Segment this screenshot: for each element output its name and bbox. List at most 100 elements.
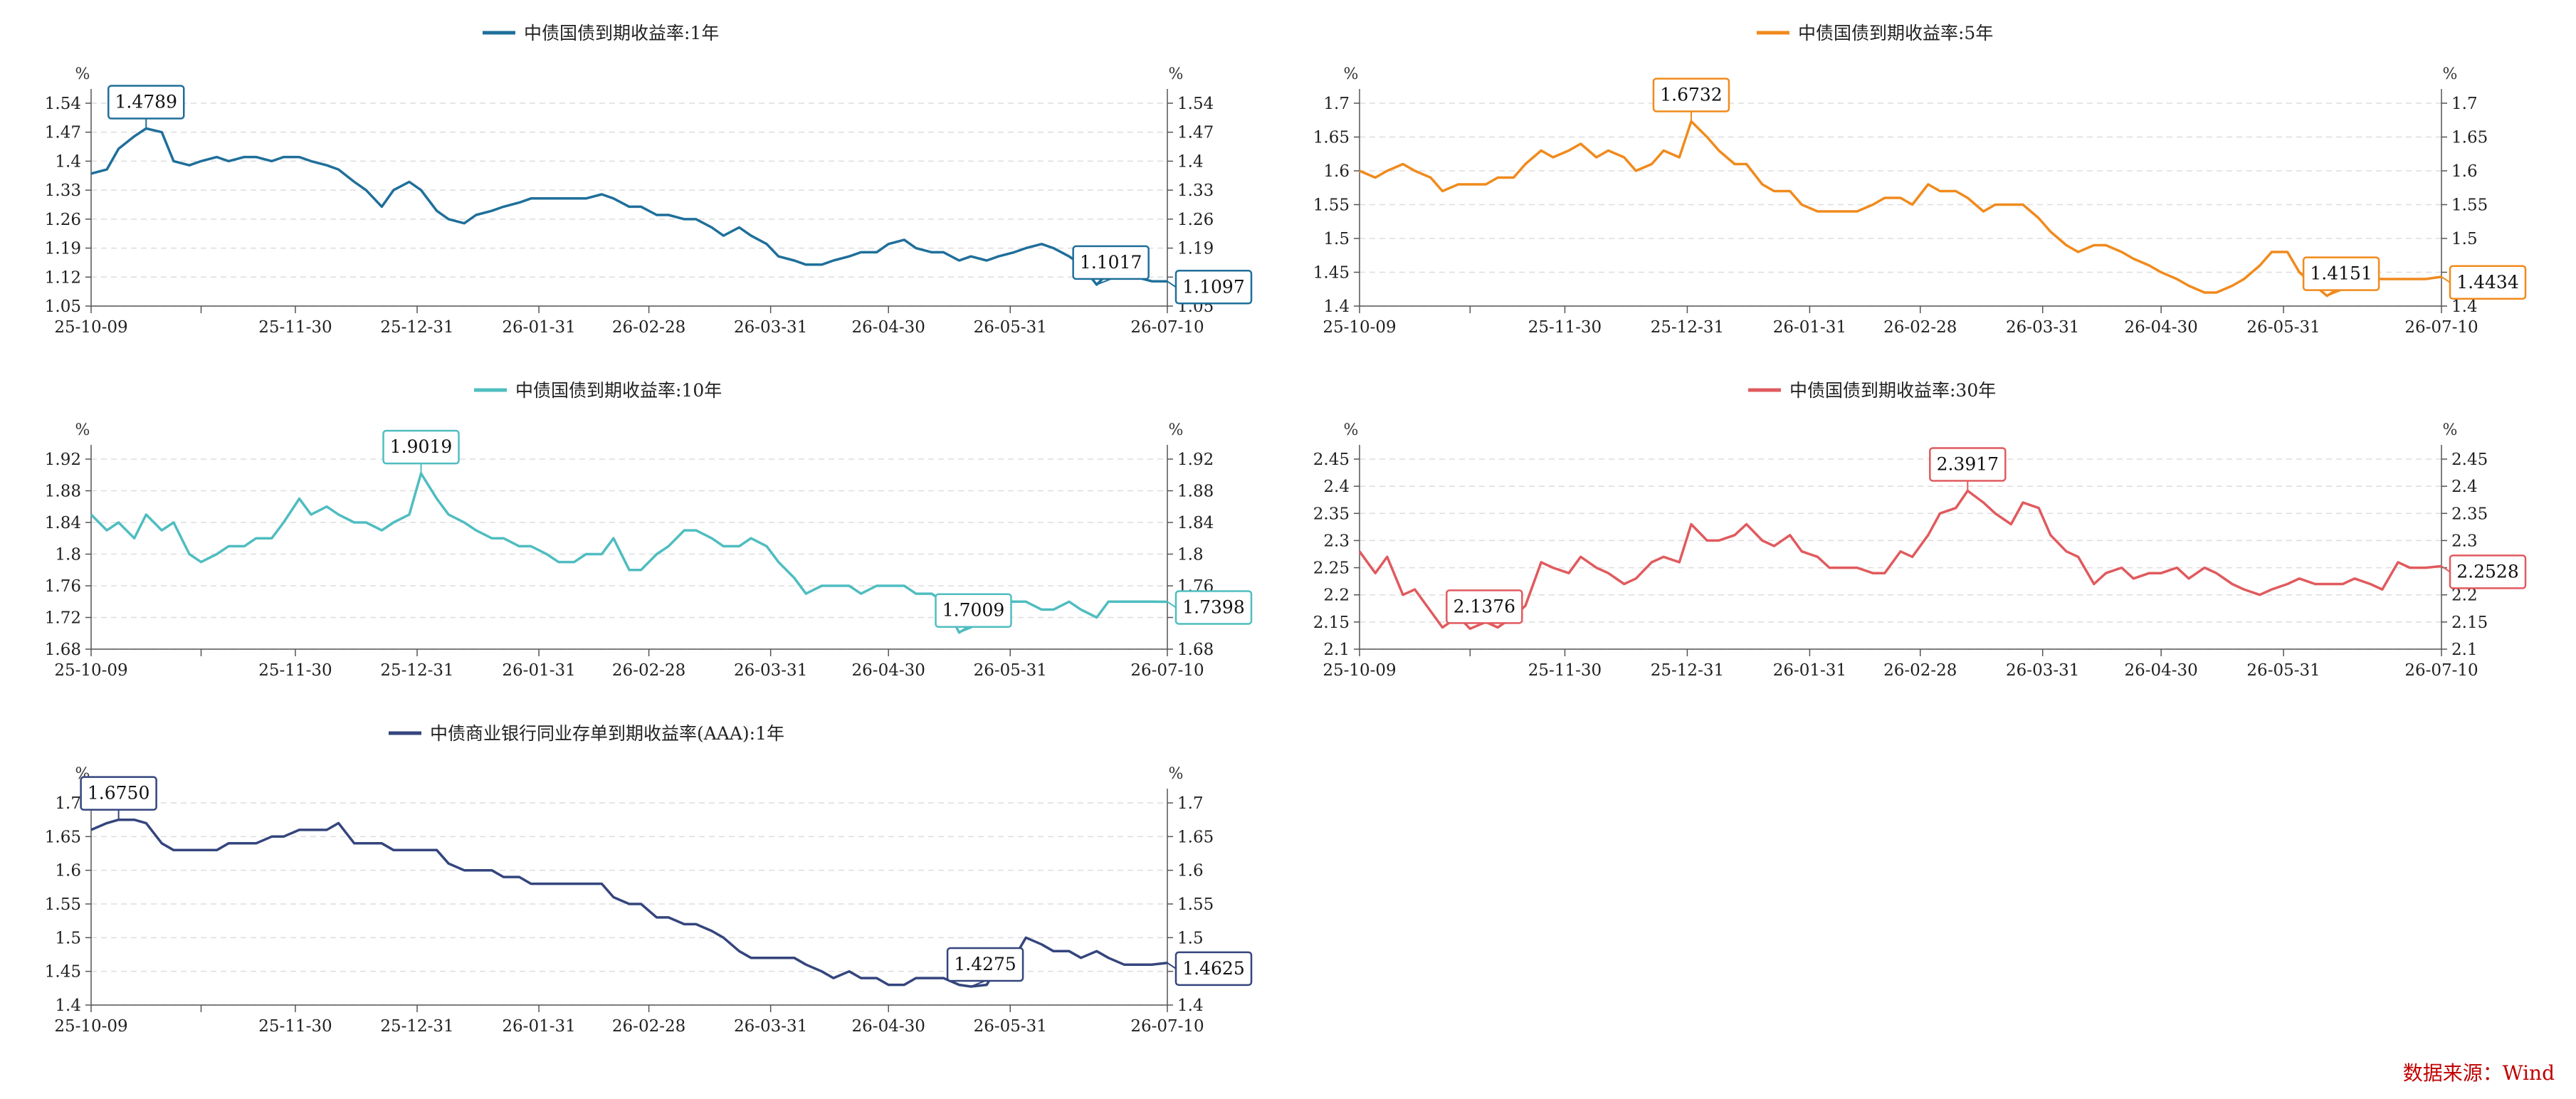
chart2-ytick-label-right: 1.6 xyxy=(2451,162,2478,181)
chart3-callout-box xyxy=(935,593,1012,628)
chart1-legend-label: 中债国债到期收益率:1年 xyxy=(524,23,719,43)
chart4-ytick-label-left: 2.35 xyxy=(1313,505,1350,523)
chart1-xtick-label: 26-04-30 xyxy=(852,318,925,337)
chart4-callout-leader xyxy=(2441,565,2451,573)
chart3-xtick-label: 26-05-31 xyxy=(974,661,1047,680)
chart4-legend-label: 中债国债到期收益率:30年 xyxy=(1789,380,1996,401)
chart2-ytick-label-left: 1.6 xyxy=(1323,162,1350,181)
chart2-unit-right: % xyxy=(2443,65,2458,83)
chart2-xtick-label: 26-03-31 xyxy=(2006,318,2079,337)
chart1-series-line xyxy=(90,127,1168,286)
chart3-legend-label: 中债国债到期收益率:10年 xyxy=(515,380,722,401)
chart3-xtick-label: 25-10-09 xyxy=(54,661,127,680)
chart4-ytick-label-left: 2.4 xyxy=(1323,478,1350,496)
chart4-ytick-label-left: 2.1 xyxy=(1323,641,1350,659)
chart3-unit-right: % xyxy=(1169,421,1184,439)
chart3-ytick-label-right: 1.84 xyxy=(1177,514,1214,532)
chart1-xtick-label: 26-05-31 xyxy=(974,318,1047,337)
chart2-callout-box xyxy=(2449,265,2527,300)
chart4-ytick-label-right: 2.4 xyxy=(2451,478,2478,496)
chart1-xtick-label: 26-03-31 xyxy=(734,318,807,337)
chart5-ytick-label-left: 1.65 xyxy=(45,828,81,846)
chart3-xtick-label: 26-01-31 xyxy=(502,661,575,680)
chart2-unit-left: % xyxy=(1344,65,1359,83)
chart3-callout-label: 1.9019 xyxy=(390,436,452,457)
chart5-ytick-label-right: 1.55 xyxy=(1177,895,1214,914)
chart2-ytick-label-right: 1.7 xyxy=(2451,95,2478,113)
chart1-ytick-label-left: 1.33 xyxy=(45,182,81,200)
chart1-ytick-label-left: 1.4 xyxy=(55,152,81,171)
chart5-ytick-label-left: 1.6 xyxy=(55,862,81,880)
chart5-callout-label: 1.6750 xyxy=(88,783,149,804)
chart1-unit-right: % xyxy=(1169,65,1184,83)
chart3-ytick-label-left: 1.68 xyxy=(45,641,81,659)
chart4-callout-label: 2.3917 xyxy=(1937,453,1999,474)
chart2-xtick-label: 26-05-31 xyxy=(2246,318,2320,337)
chart5-xtick-label: 25-10-09 xyxy=(54,1017,127,1036)
chart1-callout-box xyxy=(1072,245,1150,280)
chart3-ytick-label-left: 1.92 xyxy=(45,451,81,469)
chart1-ytick-label-left: 1.26 xyxy=(45,211,81,229)
chart5-callout-leader xyxy=(970,980,986,987)
chart3-callout-label: 1.7398 xyxy=(1182,596,1244,617)
chart5-ytick-label-left: 1.5 xyxy=(55,929,81,947)
chart3-callout-leader xyxy=(959,626,974,633)
chart5-xtick-label: 26-04-30 xyxy=(852,1017,925,1036)
chart1-ytick-label-left: 1.47 xyxy=(45,124,81,142)
chart5-xtick-label: 26-02-28 xyxy=(612,1017,685,1036)
chart5-ytick-label-right: 1.65 xyxy=(1177,828,1214,846)
chart1-callout-label: 1.1017 xyxy=(1080,252,1142,273)
chart1-ytick-label-right: 1.19 xyxy=(1177,240,1214,258)
chart4-callout-label: 2.1376 xyxy=(1453,596,1515,616)
chart1-ytick-label-left: 1.05 xyxy=(45,298,81,316)
chart1-callout-box xyxy=(1174,270,1253,305)
chart3-xtick-label: 26-04-30 xyxy=(852,661,925,680)
chart2-xtick-label: 26-02-28 xyxy=(1883,318,1957,337)
chart4-ytick-label-right: 2.45 xyxy=(2451,451,2488,469)
chart5-ytick-label-right: 1.5 xyxy=(1177,929,1204,947)
chart2-xtick-label: 25-12-31 xyxy=(1651,318,1724,337)
chart4-ytick-label-left: 2.2 xyxy=(1323,587,1350,605)
chart2-ytick-label-left: 1.45 xyxy=(1313,264,1350,283)
chart3-xtick-label: 26-03-31 xyxy=(734,661,807,680)
chart3-ytick-label-right: 1.8 xyxy=(1177,546,1204,564)
chart4-xtick-label: 26-02-28 xyxy=(1883,661,1957,680)
chart3-unit-left: % xyxy=(75,421,90,439)
chart5-ytick-label-left: 1.7 xyxy=(55,794,81,813)
chart4-unit-left: % xyxy=(1344,421,1359,439)
chart2-ytick-label-right: 1.4 xyxy=(2451,298,2478,316)
chart3-callout-box xyxy=(382,429,460,465)
chart3-xtick-label: 25-12-31 xyxy=(380,661,453,680)
chart1-ytick-label-left: 1.12 xyxy=(45,268,81,287)
chart5-callout-box xyxy=(80,776,157,811)
chart4-unit-right: % xyxy=(2443,421,2458,439)
chart2-xtick-label: 26-04-30 xyxy=(2124,318,2197,337)
chart2-xtick-label: 25-11-30 xyxy=(1528,318,1602,337)
chart2-callout-leader xyxy=(2441,275,2451,283)
chart5-callout-label: 1.4275 xyxy=(954,954,1016,974)
chart5-xtick-label: 25-11-30 xyxy=(258,1017,332,1036)
chart3-ytick-label-right: 1.92 xyxy=(1177,451,1214,469)
chart5-xtick-label: 26-03-31 xyxy=(734,1017,807,1036)
chart5-unit-right: % xyxy=(1169,765,1184,783)
chart2-xtick-label: 25-10-09 xyxy=(1323,318,1396,337)
chart2-callout-label: 1.6732 xyxy=(1660,84,1722,105)
chart4-ytick-label-right: 2.15 xyxy=(2451,614,2488,632)
chart1-ytick-label-left: 1.19 xyxy=(45,240,81,258)
chart3-ytick-label-left: 1.84 xyxy=(45,514,81,532)
chart2-series-line xyxy=(1359,120,2442,298)
chart5-xtick-label: 26-01-31 xyxy=(502,1017,575,1036)
chart4-callout-box xyxy=(1929,447,2007,482)
chart1-ytick-label-right: 1.54 xyxy=(1177,95,1214,113)
chart2-xtick-label: 26-07-10 xyxy=(2404,318,2478,337)
chart4-series-line xyxy=(1358,489,2442,631)
chart4-ytick-label-right: 2.35 xyxy=(2451,505,2488,523)
chart3-ytick-label-right: 1.88 xyxy=(1177,483,1214,501)
chart4-callout-box xyxy=(2449,554,2527,589)
chart5-xtick-label: 26-05-31 xyxy=(974,1017,1047,1036)
chart4-callout-label: 2.2528 xyxy=(2456,561,2518,582)
chart3-ytick-label-left: 1.76 xyxy=(45,577,81,596)
chart4-xtick-label: 25-11-30 xyxy=(1528,661,1602,680)
chart2-ytick-label-left: 1.65 xyxy=(1313,129,1350,147)
